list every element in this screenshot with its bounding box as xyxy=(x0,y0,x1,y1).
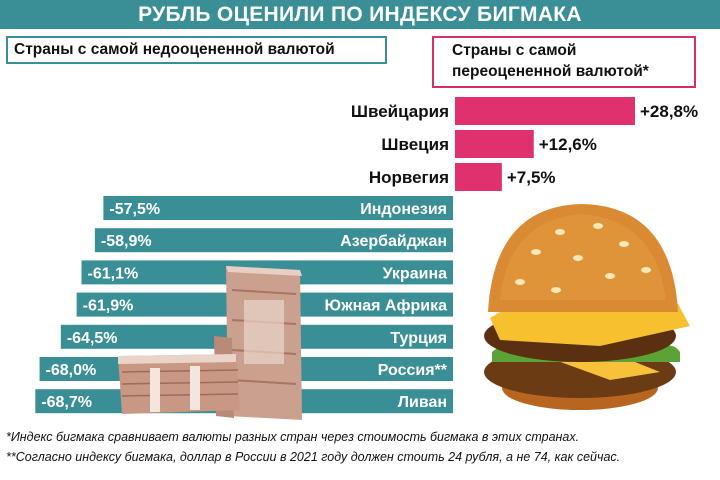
undervalued-country-label: Украина xyxy=(383,265,448,282)
undervalued-value-label: -64,5% xyxy=(67,330,118,347)
undervalued-value-label: -58,9% xyxy=(101,233,152,250)
overvalued-value-label: +7,5% xyxy=(507,168,556,187)
undervalued-country-label: Азербайджан xyxy=(340,233,447,250)
ruble-banknotes-stack xyxy=(118,266,302,420)
overvalued-country-label: Швейцария xyxy=(351,102,449,121)
undervalued-bar xyxy=(103,196,454,220)
burger-icon xyxy=(484,204,690,410)
overvalued-country-label: Швеция xyxy=(381,135,449,154)
overvalued-bar xyxy=(455,97,635,125)
overvalued-bars: Швейцария +28,8% Швеция +12,6% Норвегия +7,5% xyxy=(351,97,698,191)
overvalued-legend-label-line2: переоцененной валютой* xyxy=(452,63,649,80)
overvalued-legend-box: Страны с самой переоцененной валютой* xyxy=(432,36,696,88)
undervalued-value-label: -57,5% xyxy=(109,201,160,218)
chart-title: РУБЛЬ ОЦЕНИЛИ ПО ИНДЕКСУ БИГМАКА xyxy=(0,0,720,29)
undervalued-value-label: -68,0% xyxy=(46,362,97,379)
undervalued-value-label: -61,9% xyxy=(83,298,134,315)
footnote-bigmac-index: *Индекс бигмака сравнивает валюты разных… xyxy=(6,430,580,444)
overvalued-bar xyxy=(455,163,502,191)
undervalued-country-label: Турция xyxy=(390,330,447,347)
overvalued-bar xyxy=(455,130,534,158)
overvalued-value-label: +28,8% xyxy=(640,102,698,121)
overvalued-country-label: Норвегия xyxy=(369,168,449,187)
undervalued-legend-box: Страны с самой недооцененной валютой xyxy=(6,36,387,64)
overvalued-value-label: +12,6% xyxy=(539,135,597,154)
undervalued-country-label: Индонезия xyxy=(360,201,447,218)
undervalued-value-label: -61,1% xyxy=(88,265,139,282)
undervalued-legend-label: Страны с самой недооцененной валютой xyxy=(14,41,335,58)
undervalued-country-label: Россия** xyxy=(378,362,448,379)
undervalued-country-label: Ливан xyxy=(398,394,447,411)
footnote-russia: **Согласно индексу бигмака, доллар в Рос… xyxy=(6,450,621,464)
undervalued-country-label: Южная Африка xyxy=(325,298,448,315)
undervalued-value-label: -68,7% xyxy=(41,394,92,411)
overvalued-legend-label-line1: Страны с самой xyxy=(452,42,577,59)
undervalued-bar xyxy=(94,228,453,253)
